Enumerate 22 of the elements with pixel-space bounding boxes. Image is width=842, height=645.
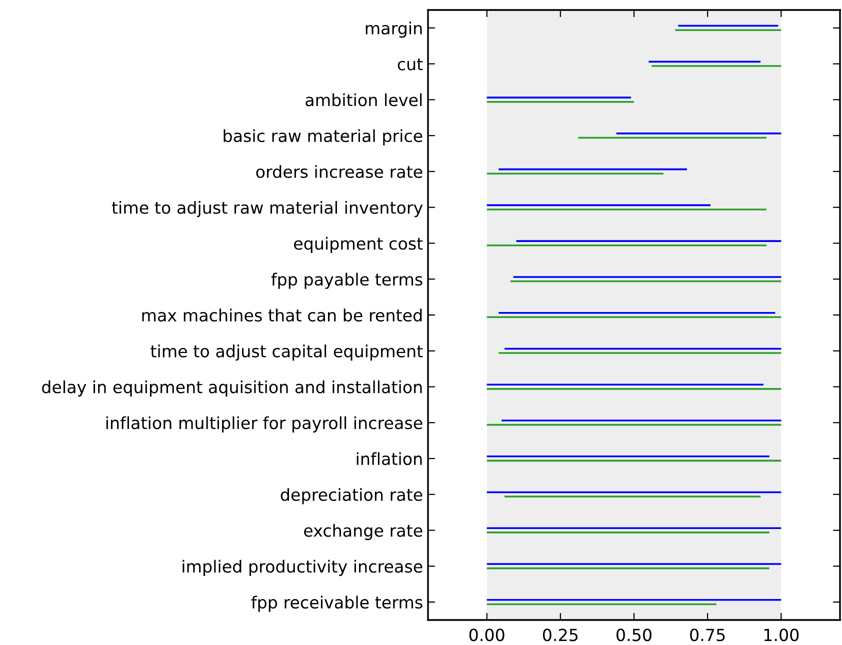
x-tick-label: 0.00 [469,628,504,642]
y-tick-label: exchange rate [304,524,422,540]
y-tick-label: fpp payable terms [271,272,422,289]
y-tick-label: inflation [356,452,422,466]
x-tick-label: 0.25 [542,628,578,642]
y-tick-label: time to adjust capital equipment [150,344,423,361]
y-tick-label: inflation multiplier for payroll increase [106,416,422,432]
y-tick-label: fpp receivable terms [251,596,422,612]
y-tick-label: ambition level [306,93,422,106]
x-tick-label: 0.50 [616,628,652,642]
y-tick-label: time to adjust raw material inventory [112,201,423,218]
x-tick-label: 1.00 [764,628,799,642]
y-tick-label: basic raw material price [224,129,422,146]
y-tick-label: equipment cost [294,236,423,254]
y-tick-label: cut [398,58,423,70]
y-tick-label: max machines that can be rented [142,308,422,322]
y-tick-label: depreciation rate [280,488,422,504]
x-tick-label: 0.75 [690,628,725,642]
y-tick-label: delay in equipment aquisition and installation [42,380,422,397]
y-tick-label: orders increase rate [256,165,422,178]
y-tick-label: implied productivity increase [182,560,422,576]
y-tick-label: margin [366,22,422,38]
